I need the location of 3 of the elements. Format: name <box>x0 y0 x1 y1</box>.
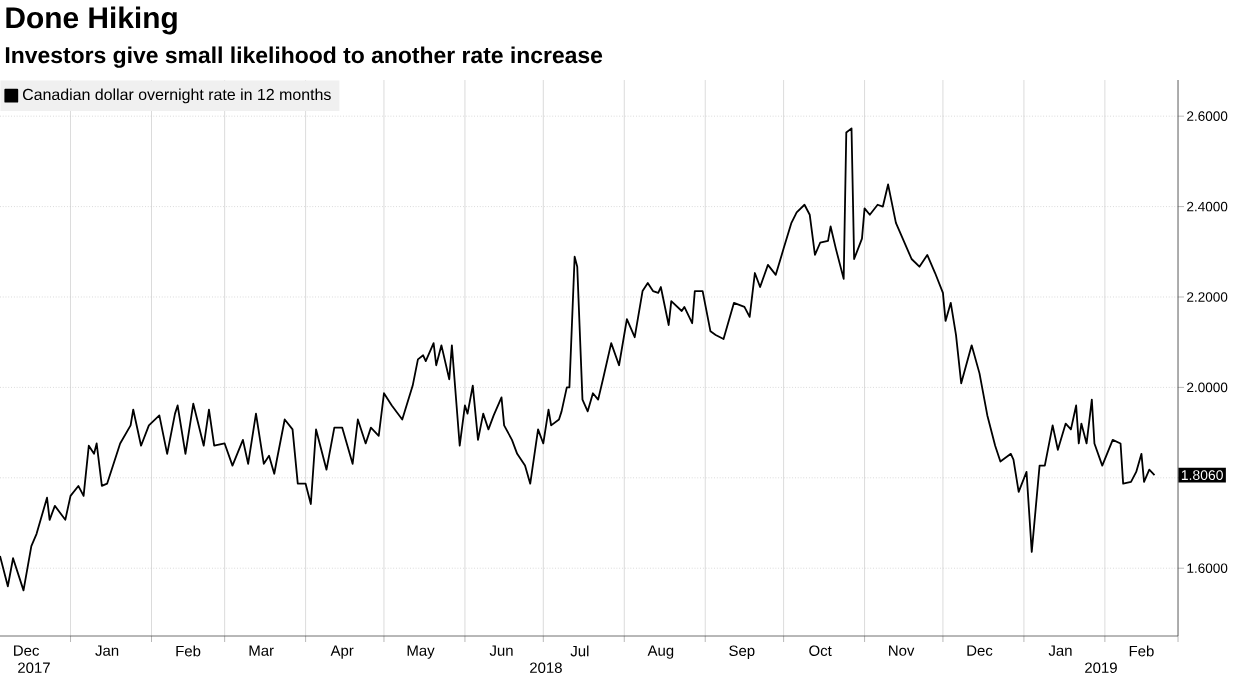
line-series <box>0 127 1156 592</box>
chart-title: Done Hiking <box>6 6 177 35</box>
chart-subtitle: Investors give small likelihood to another rate increase <box>5 46 603 68</box>
